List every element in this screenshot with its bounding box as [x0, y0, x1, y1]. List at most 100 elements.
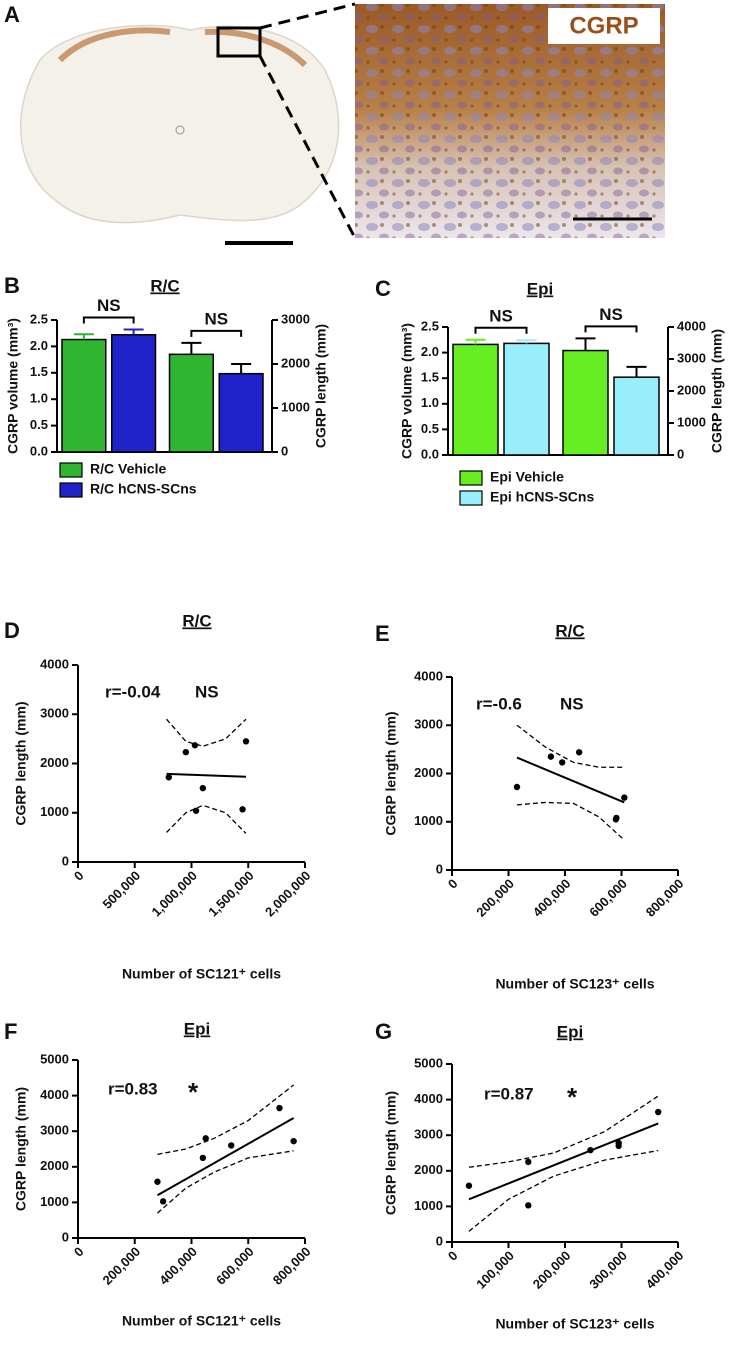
significance-label: NS	[204, 309, 228, 328]
data-point	[199, 784, 207, 792]
panel-label: C	[375, 276, 391, 301]
y-tick-label: 1.0	[421, 395, 439, 410]
regression-line	[516, 756, 625, 804]
data-point	[192, 807, 200, 814]
bar	[61, 338, 107, 453]
legend-label: R/C Vehicle	[90, 461, 166, 477]
data-point	[242, 738, 250, 745]
data-point	[202, 1135, 209, 1142]
panel-b: B R/C0.00.51.01.52.02.50100020003000CGRP …	[4, 273, 329, 498]
significance-bracket	[190, 329, 243, 337]
x-axis-title: Number of SC123⁺ cells	[495, 976, 654, 992]
panel-f: F Epi 0 1000 2000 3000 4000 5000 CGRP length (mm…	[4, 1019, 314, 1329]
y-tick-label: 0.0	[421, 446, 439, 461]
x-tick-label: 0	[71, 1244, 87, 1260]
y-tick-label: 2.5	[30, 311, 48, 326]
confidence-band-upper	[166, 718, 247, 747]
data-point	[547, 753, 555, 760]
bar	[168, 353, 214, 453]
significance-bracket	[584, 325, 638, 333]
error-bar	[575, 337, 596, 351]
y-tick-label: 4000	[40, 656, 69, 671]
x-tick-label: 0	[445, 876, 461, 892]
y-tick-label: 3000	[40, 706, 69, 721]
y-tick-label: 0	[62, 853, 69, 868]
confidence-band-upper	[468, 1095, 659, 1168]
y2-axis-title: CGRP length (mm)	[709, 329, 725, 453]
tissue-section	[20, 24, 340, 224]
panel-label: B	[4, 273, 20, 298]
data-point	[290, 1137, 297, 1145]
y-tick-label: 2000	[40, 1158, 69, 1173]
x-tick-label: 400,000	[156, 1244, 200, 1288]
x-tick-label: 600,000	[586, 876, 630, 920]
y-tick-label: 5000	[40, 1051, 69, 1066]
panel-e: E R/C 0 1000 2000 3000 4000 CGRP length (mm) 0 20…	[375, 621, 687, 992]
y-tick-label: 3000	[40, 1123, 69, 1138]
y-tick-label: 2000	[281, 355, 310, 370]
stain-dorsal-left	[57, 27, 171, 63]
x-tick-label: 800,000	[270, 1244, 314, 1288]
panel-label: F	[4, 1019, 17, 1044]
error-bar	[231, 363, 252, 374]
x-tick-label: 400,000	[530, 876, 574, 920]
annotation: NS	[560, 694, 584, 713]
regression-line	[156, 1117, 295, 1197]
y-tick-label: 0	[281, 443, 288, 458]
annotation: r=0.87	[484, 1084, 534, 1103]
significance-bracket	[82, 316, 135, 324]
error-bar	[181, 341, 202, 355]
y-tick-label: 0	[62, 1229, 69, 1244]
bar	[613, 376, 660, 456]
data-point	[525, 1158, 532, 1166]
y-tick-label: 0	[436, 1233, 443, 1248]
y-tick-label: 2.0	[30, 338, 48, 353]
y-tick-label: 2000	[677, 382, 706, 397]
legend-label: R/C hCNS-SCns	[90, 481, 197, 497]
zoom-box	[216, 26, 262, 58]
chart-title: R/C	[150, 276, 179, 295]
x-tick-label: 400,000	[643, 1248, 687, 1292]
data-point	[513, 783, 521, 791]
error-bar	[626, 365, 647, 378]
y-tick-label: 0.5	[30, 417, 48, 432]
zoom-line	[258, 55, 357, 239]
significance-bracket	[474, 326, 528, 334]
y-tick-label: 2000	[414, 765, 443, 780]
data-point	[621, 794, 628, 801]
bar	[562, 349, 609, 456]
x-axis-title: Number of SC123⁺ cells	[495, 1316, 654, 1332]
x-tick-label: 1,000,000	[149, 868, 201, 920]
y-axis-title: CGRP volume (mm³)	[399, 323, 415, 459]
legend-label: Epi hCNS-SCns	[490, 489, 594, 505]
annotation: r=-0.04	[105, 682, 161, 701]
confidence-band-lower	[166, 804, 247, 834]
y-tick-label: 2000	[414, 1162, 443, 1177]
data-point	[465, 1182, 473, 1189]
x-tick-label: 200,000	[473, 876, 517, 920]
y-tick-label: 2.0	[421, 344, 439, 359]
y-axis-title: CGRP length (mm)	[383, 711, 399, 835]
y-tick-label: 1000	[281, 399, 310, 414]
central-canal	[175, 125, 185, 135]
chart-title: Epi	[557, 1022, 583, 1041]
data-point	[575, 749, 583, 756]
x-tick-label: 200,000	[530, 1248, 574, 1292]
bar	[218, 372, 264, 453]
y-tick-label: 3000	[677, 350, 706, 365]
x-tick-label: 600,000	[213, 1244, 257, 1288]
confidence-band-lower	[468, 1149, 659, 1232]
confidence-band-upper	[157, 1084, 295, 1155]
data-point	[165, 774, 172, 781]
y-tick-label: 4000	[677, 318, 706, 333]
data-point	[587, 1146, 594, 1154]
bar	[452, 343, 499, 456]
error-bar	[516, 339, 537, 344]
legend-swatch	[59, 462, 83, 478]
regression-line	[166, 772, 247, 778]
x-tick-label: 300,000	[586, 1248, 630, 1292]
chart-title: Epi	[527, 279, 553, 298]
y-tick-label: 0.0	[30, 443, 48, 458]
y-tick-label: 2.5	[421, 318, 439, 333]
